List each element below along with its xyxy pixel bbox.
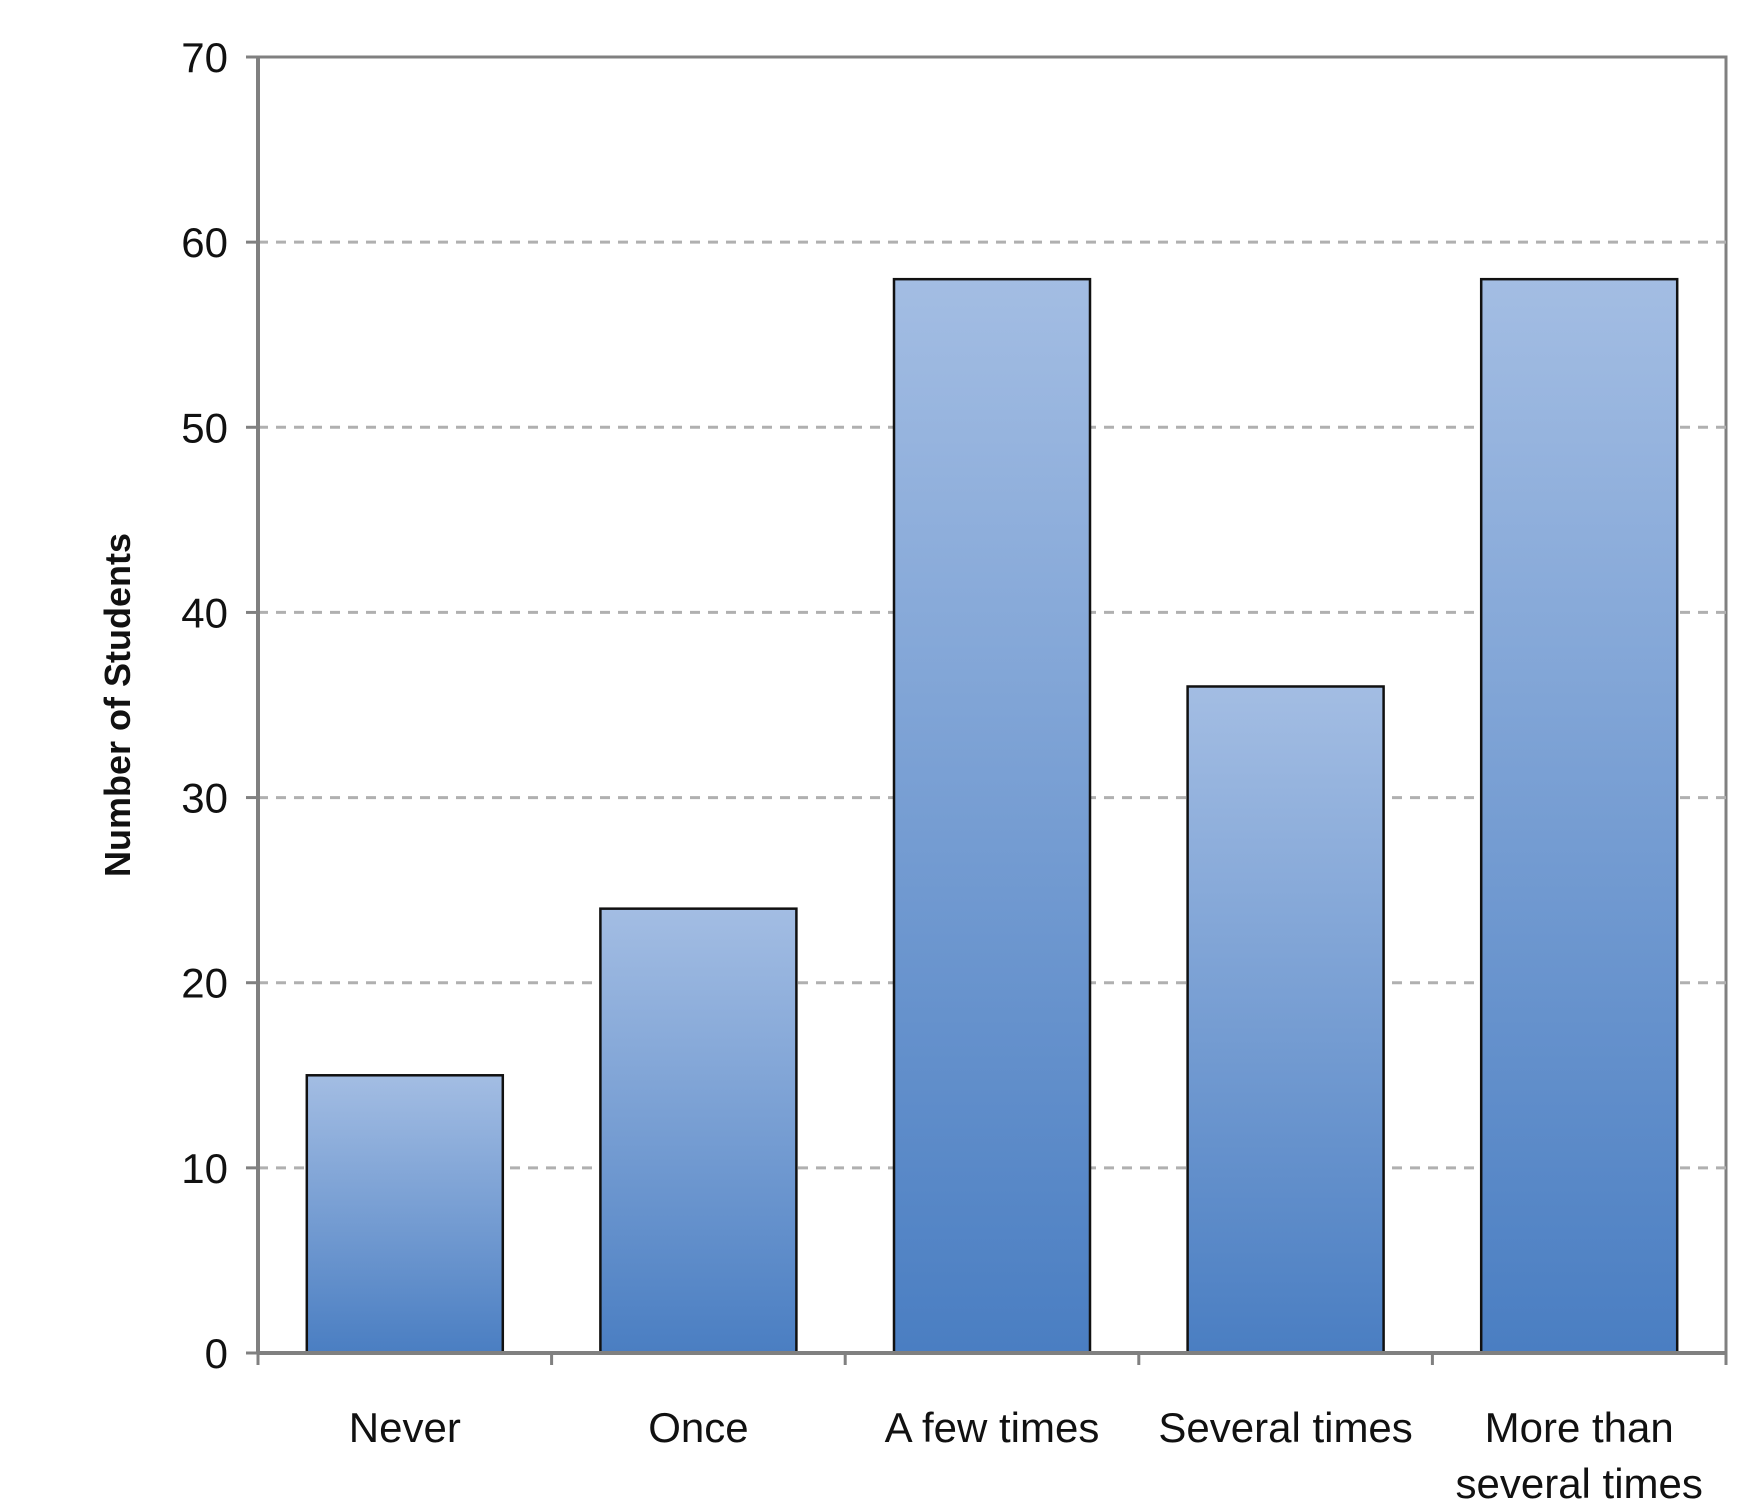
y-tick-label-70: 70 — [181, 34, 228, 81]
y-tick-label-30: 30 — [181, 775, 228, 822]
bars — [305, 277, 1679, 1355]
y-tick-label-50: 50 — [181, 404, 228, 451]
y-tick-labels: 0 10 20 30 40 50 60 70 — [181, 34, 228, 1377]
y-tick-label-40: 40 — [181, 589, 228, 636]
bar-3 — [1186, 685, 1385, 1355]
x-tick-label-1: Once — [648, 1404, 748, 1451]
y-tick-label-60: 60 — [181, 219, 228, 266]
x-tick-label-3: Several times — [1158, 1404, 1412, 1451]
x-tick-label-4-line-0: More than — [1485, 1404, 1674, 1451]
y-tick-label-10: 10 — [181, 1145, 228, 1192]
x-tick-label-4-line-1: several times — [1455, 1460, 1702, 1507]
bar-4 — [1479, 277, 1679, 1355]
x-tick-label-2: A few times — [885, 1404, 1100, 1451]
y-axis-label: Number of Students — [97, 533, 138, 877]
x-tick-label-0: Never — [349, 1404, 461, 1451]
bar-0 — [305, 1074, 505, 1355]
axes — [246, 55, 1728, 1365]
bar-2 — [892, 277, 1092, 1355]
y-tick-label-0: 0 — [205, 1330, 228, 1377]
x-tick-labels: Never Once A few times Several times More th… — [349, 1404, 1703, 1507]
y-tick-label-20: 20 — [181, 960, 228, 1007]
bar-1 — [599, 907, 798, 1355]
